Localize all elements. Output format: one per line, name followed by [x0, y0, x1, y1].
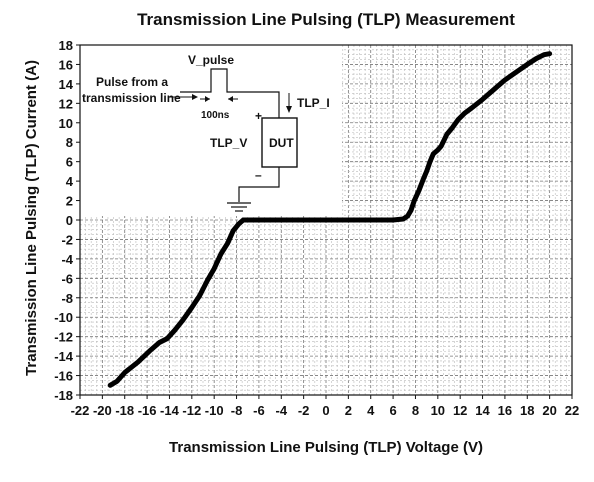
tlp-iv-curve — [107, 51, 553, 388]
x-tick-label: -22 — [71, 403, 90, 418]
y-tick-label: -14 — [54, 349, 74, 364]
x-tick-label: -4 — [275, 403, 287, 418]
y-tick-label: 4 — [66, 174, 74, 189]
y-tick-label: 6 — [66, 155, 73, 170]
wire-top — [244, 91, 280, 118]
x-tick-label: 8 — [412, 403, 419, 418]
y-tick-label: 18 — [59, 38, 73, 53]
x-tick-labels: -22 -20 -18 -16 -14 -12 -10 -8 -6 -4 -2 0 2 4 6 8 10 12 14… — [71, 395, 579, 418]
minus-label: – — [255, 168, 262, 182]
x-tick-label: -18 — [115, 403, 134, 418]
width-arrowhead-right — [228, 96, 233, 102]
y-tick-label: 8 — [66, 135, 73, 150]
y-tick-label: -18 — [54, 388, 73, 403]
y-tick-label: -8 — [61, 291, 73, 306]
width-arrowhead-left — [205, 96, 210, 102]
x-tick-label: -2 — [298, 403, 310, 418]
dut-label: DUT — [269, 136, 294, 150]
y-tick-label: -6 — [61, 271, 73, 286]
tlp-v-label: TLP_V — [210, 136, 247, 150]
y-tick-label: 0 — [66, 213, 73, 228]
x-tick-label: 6 — [389, 403, 396, 418]
tlp-i-label: TLP_I — [297, 96, 330, 110]
y-axis-title: Transmission Line Pulsing (TLP) Current … — [23, 60, 40, 376]
y-tick-label: 2 — [66, 194, 73, 209]
wire-bottom — [238, 167, 280, 202]
pulse-from-label: Pulse from a — [96, 75, 168, 89]
x-tick-label: -8 — [231, 403, 243, 418]
x-tick-label: -12 — [182, 403, 201, 418]
x-tick-label: -14 — [160, 403, 180, 418]
x-tick-label: 2 — [345, 403, 352, 418]
x-tick-label: 14 — [475, 403, 490, 418]
pulse-waveform — [180, 68, 244, 93]
plus-label: + — [255, 109, 262, 123]
x-tick-label: -6 — [253, 403, 265, 418]
transmission-line-label: transmission line — [82, 91, 181, 105]
pulse-width-label: 100ns — [201, 110, 230, 121]
x-tick-label: 16 — [498, 403, 512, 418]
y-tick-label: 12 — [59, 96, 73, 111]
x-tick-label: 12 — [453, 403, 467, 418]
y-tick-label: 16 — [59, 57, 73, 72]
x-tick-label: 10 — [431, 403, 445, 418]
y-tick-label: -2 — [61, 232, 73, 247]
y-tick-label: 14 — [59, 77, 74, 92]
current-arrowhead — [286, 106, 292, 113]
y-tick-label: -16 — [54, 369, 73, 384]
y-tick-label: -12 — [54, 330, 73, 345]
x-tick-label: -16 — [138, 403, 157, 418]
y-tick-label: 10 — [59, 116, 73, 131]
x-tick-label: 4 — [367, 403, 375, 418]
pulse-source-arrowhead — [192, 94, 198, 100]
x-axis-title: Transmission Line Pulsing (TLP) Voltage … — [169, 439, 483, 456]
x-tick-label: 18 — [520, 403, 534, 418]
x-tick-label: 20 — [542, 403, 556, 418]
x-tick-label: -20 — [93, 403, 112, 418]
x-tick-label: 22 — [565, 403, 579, 418]
x-tick-label: -10 — [205, 403, 224, 418]
y-tick-labels: 18 16 14 12 10 8 6 4 2 0 -2 -4 -6 -8 -10 -12 -14 -16 -18 — [54, 38, 80, 403]
y-tick-label: -4 — [61, 252, 73, 267]
v-pulse-label: V_pulse — [188, 53, 234, 67]
chart-title: Transmission Line Pulsing (TLP) Measurem… — [137, 10, 515, 29]
dut-box — [261, 117, 298, 168]
x-tick-label: 0 — [322, 403, 329, 418]
inset-schematic: V_pulse Pulse from a transmission line 1… — [80, 45, 342, 216]
y-tick-label: -10 — [54, 310, 73, 325]
